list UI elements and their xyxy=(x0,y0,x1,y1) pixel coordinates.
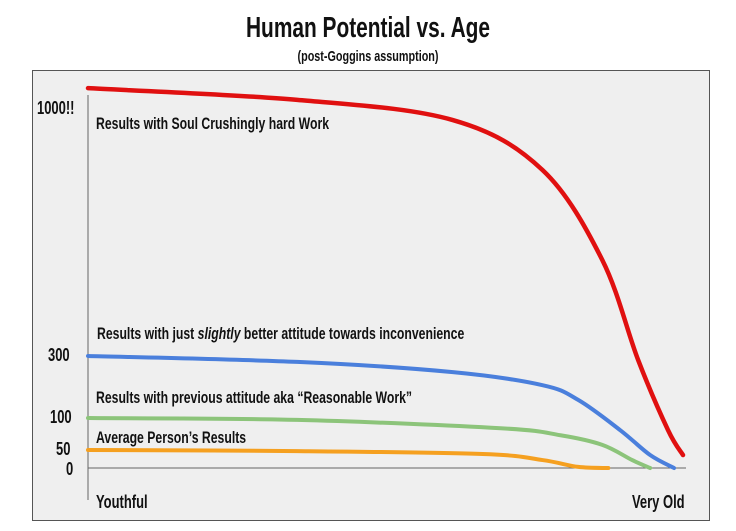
series-label-average-person: Average Person’s Results xyxy=(96,428,246,448)
series-label-text: Results with Soul Crushingly hard Work xyxy=(96,114,330,133)
y-tick-label-1000: 1000!! xyxy=(37,98,75,118)
x-tick-label-youthful: Youthful xyxy=(96,492,148,512)
x-tick-label-very-old: Very Old xyxy=(632,492,685,512)
series-line-slightly-better xyxy=(86,354,677,470)
y-tick-label-0: 0 xyxy=(66,459,74,479)
y-tick-label-300: 300 xyxy=(48,345,70,365)
series-label-reasonable-work: Results with previous attitude aka “Reas… xyxy=(96,388,412,408)
chart-subtitle: (post-Goggins assumption) xyxy=(297,48,439,65)
series-label-slightly-better: Results with just slightly better attitu… xyxy=(97,324,464,344)
series-label-text: better attitude towards inconvenience xyxy=(240,324,465,343)
series-label-soul-crushing: Results with Soul Crushingly hard Work xyxy=(96,114,329,134)
series-label-text: Average Person’s Results xyxy=(96,428,247,447)
plot-area xyxy=(32,70,710,521)
series-label-text: Results with just xyxy=(97,324,198,343)
series-line-average-person xyxy=(86,448,611,470)
y-tick-label-100: 100 xyxy=(50,407,72,427)
series-line-soul-crushing xyxy=(85,85,686,458)
series-line-reasonable-work xyxy=(86,416,653,470)
series-label-text: Results with previous attitude aka “Reas… xyxy=(96,388,413,407)
y-tick-label-50: 50 xyxy=(56,439,71,459)
series-label-emphasis: slightly xyxy=(197,324,241,343)
chart-title: Human Potential vs. Age xyxy=(245,12,491,44)
